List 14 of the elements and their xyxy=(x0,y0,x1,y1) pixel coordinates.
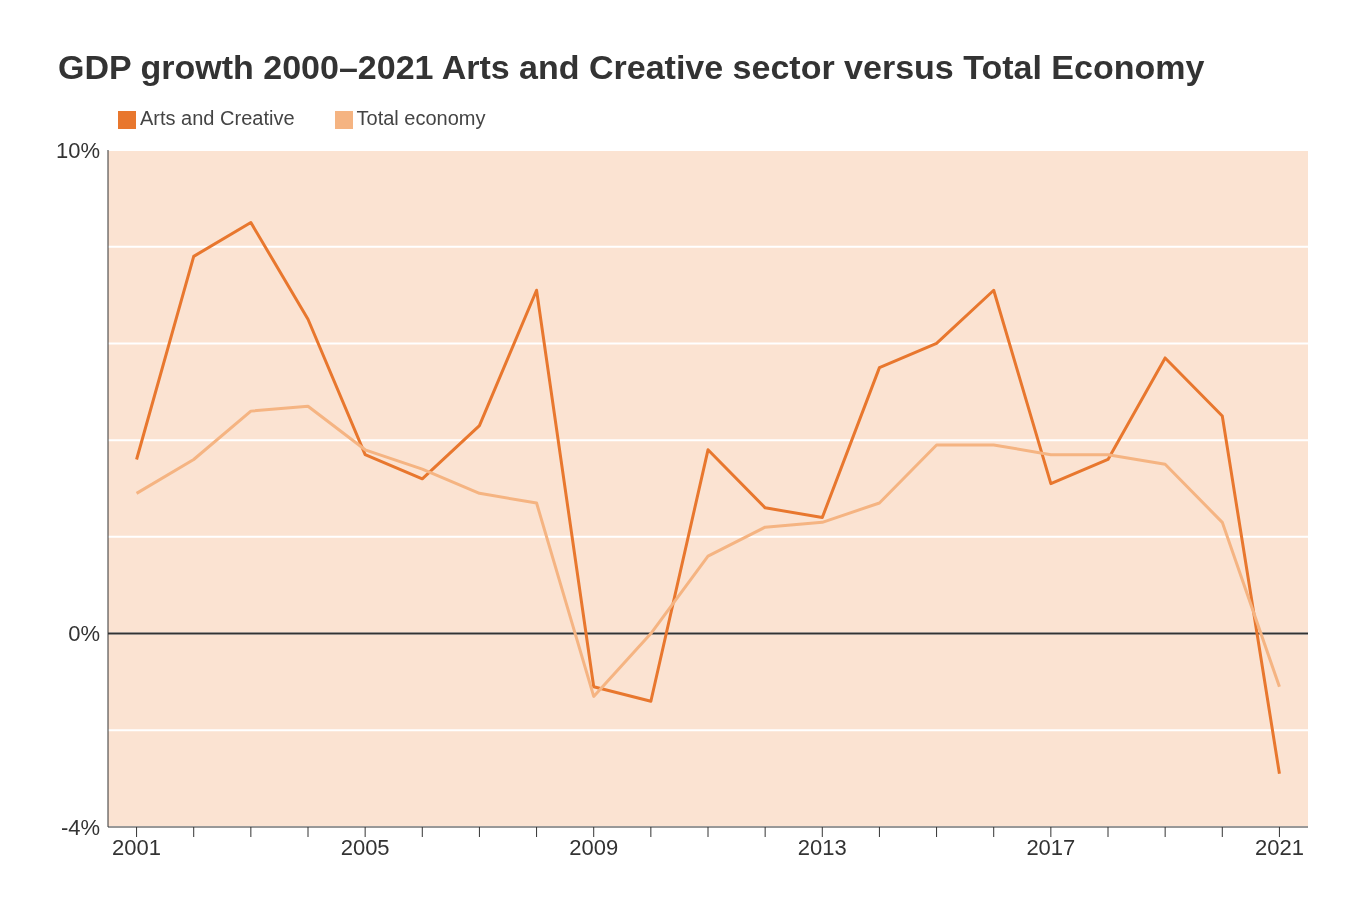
x-tick-label: 2001 xyxy=(112,834,162,860)
line-series xyxy=(135,404,1281,698)
line-series xyxy=(135,221,1281,776)
y-tick-label: -4% xyxy=(60,814,100,840)
x-tick-label: 2005 xyxy=(340,834,390,860)
chart-title: GDP growth 2000–2021 Arts and Creative sector versus Total Economy xyxy=(57,47,1206,87)
x-tick-label: 2017 xyxy=(1026,834,1076,860)
y-tick-label: 0% xyxy=(68,621,100,647)
y-tick-label: 10% xyxy=(55,137,100,163)
x-tick-label: 2013 xyxy=(797,834,847,860)
legend-label: Arts and Creative xyxy=(140,107,295,129)
x-tick-label: 2009 xyxy=(569,834,619,860)
legend-label: Total economy xyxy=(356,107,486,129)
x-tick-label: 2021 xyxy=(1254,834,1304,860)
